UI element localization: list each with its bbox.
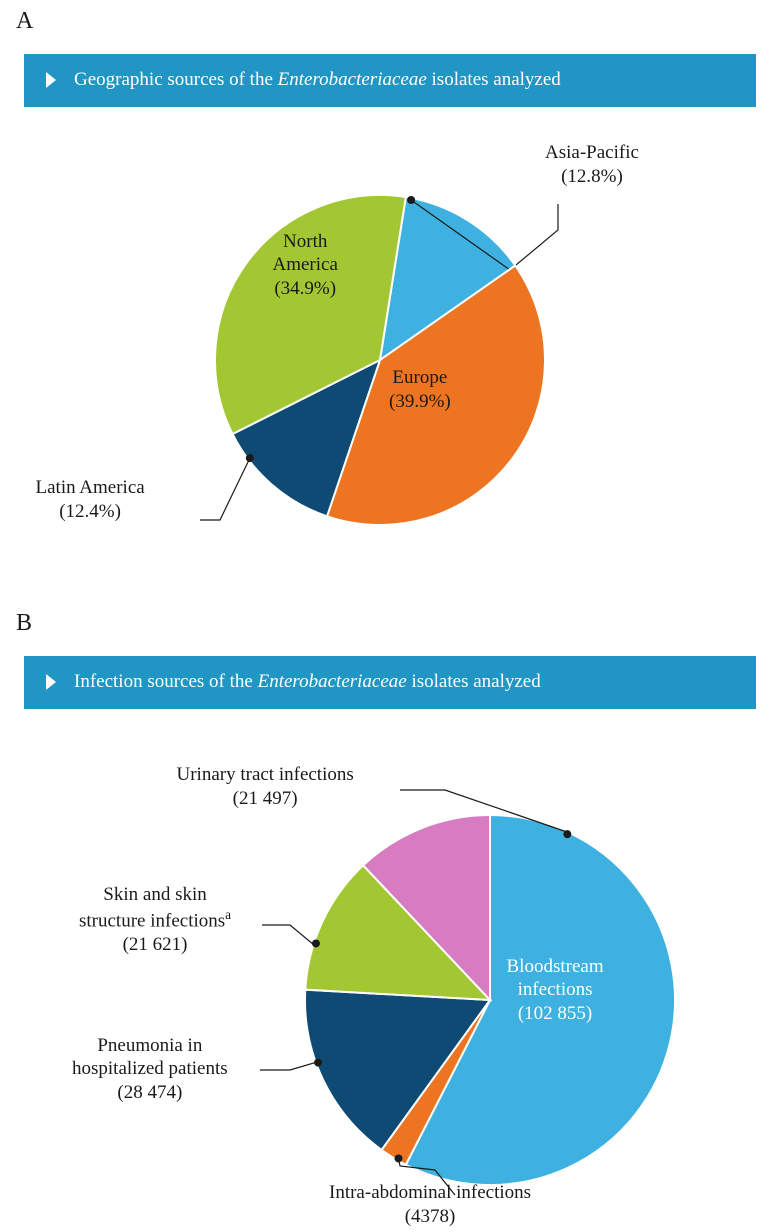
leader-line [260,1062,318,1070]
slice-label: Skin and skinstructure infectionsa(21 62… [79,883,231,957]
slice-label: Intra-abdominal infections(4378) [329,1181,531,1229]
slice-label: Asia-Pacific(12.8%) [545,141,639,189]
leader-dot [314,1059,322,1067]
leader-dot [395,1154,403,1162]
slice-label: NorthAmerica(34.9%) [273,230,338,301]
slice-label: Urinary tract infections(21 497) [177,763,354,811]
slice-label: Pneumonia inhospitalized patients(28 474… [72,1034,228,1105]
slice-label: Latin America(12.4%) [36,476,145,524]
leader-dot [312,939,320,947]
leader-line [262,925,316,945]
slice-label: Europe(39.9%) [389,366,451,414]
leader-dot [563,830,571,838]
slice-label: Bloodstreaminfections(102 855) [507,955,604,1026]
